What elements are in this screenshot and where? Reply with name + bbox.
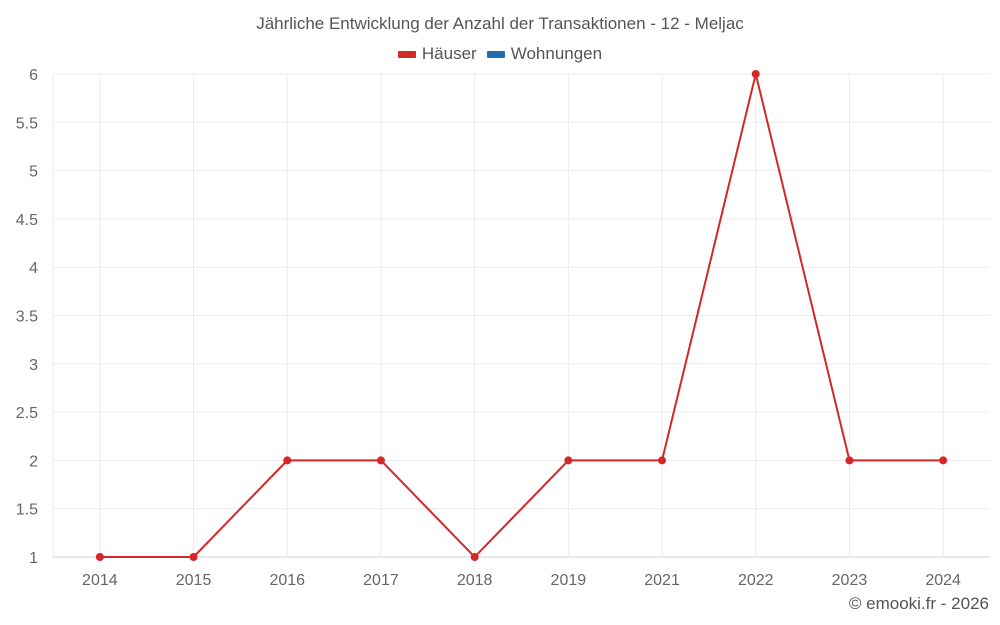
chart-legend: Häuser Wohnungen (0, 44, 1000, 64)
y-tick-label: 5 (29, 164, 38, 181)
y-tick-label: 1.5 (16, 502, 38, 519)
legend-item-wohnungen[interactable]: Wohnungen (486, 44, 603, 64)
x-axis: 2014 2015 2016 2017 2018 2019 2021 2022 2023 2024 (82, 572, 961, 589)
legend-swatch-haeuser-icon (397, 50, 416, 58)
x-tick-label: 2015 (176, 572, 212, 589)
y-tick-label: 4 (29, 260, 38, 277)
data-point[interactable] (95, 553, 104, 561)
x-tick-label: 2024 (925, 572, 961, 589)
series-haeuser (95, 70, 948, 561)
y-tick-label: 2 (29, 453, 38, 470)
data-point[interactable] (189, 553, 198, 561)
y-tick-label: 1 (29, 550, 38, 567)
x-tick-label: 2016 (269, 572, 305, 589)
y-tick-label: 3.5 (16, 309, 38, 326)
y-tick-label: 3 (29, 357, 38, 374)
data-point[interactable] (564, 456, 573, 465)
x-tick-label: 2018 (457, 572, 493, 589)
legend-label-wohnungen: Wohnungen (510, 44, 603, 63)
legend-label-haeuser: Häuser (421, 44, 477, 63)
x-tick-label: 2017 (363, 572, 399, 589)
chart-title: Jährliche Entwicklung der Anzahl der Tra… (256, 14, 744, 33)
data-point[interactable] (845, 456, 854, 465)
y-axis: 1 1.5 2 2.5 3 3.5 4 4.5 5 5.5 6 (16, 67, 38, 567)
y-tick-label: 2.5 (16, 405, 38, 422)
data-point[interactable] (376, 456, 385, 465)
x-tick-label: 2019 (551, 572, 587, 589)
y-tick-label: 6 (29, 67, 38, 84)
data-point[interactable] (283, 456, 292, 465)
legend-item-haeuser[interactable]: Häuser (397, 44, 477, 64)
y-tick-label: 4.5 (16, 212, 38, 229)
grid-lines (52, 73, 990, 558)
x-tick-label: 2022 (738, 572, 774, 589)
data-point[interactable] (751, 70, 760, 78)
x-tick-label: 2021 (644, 572, 680, 589)
x-tick-label: 2014 (82, 572, 118, 589)
data-point[interactable] (658, 456, 667, 465)
y-tick-label: 5.5 (16, 115, 38, 132)
data-point[interactable] (939, 456, 948, 465)
credit-text: © emooki.fr - 2026 (848, 594, 989, 613)
data-point[interactable] (470, 553, 479, 561)
series-line (99, 73, 944, 559)
legend-swatch-wohnungen-icon (486, 50, 505, 58)
x-tick-label: 2023 (832, 572, 868, 589)
